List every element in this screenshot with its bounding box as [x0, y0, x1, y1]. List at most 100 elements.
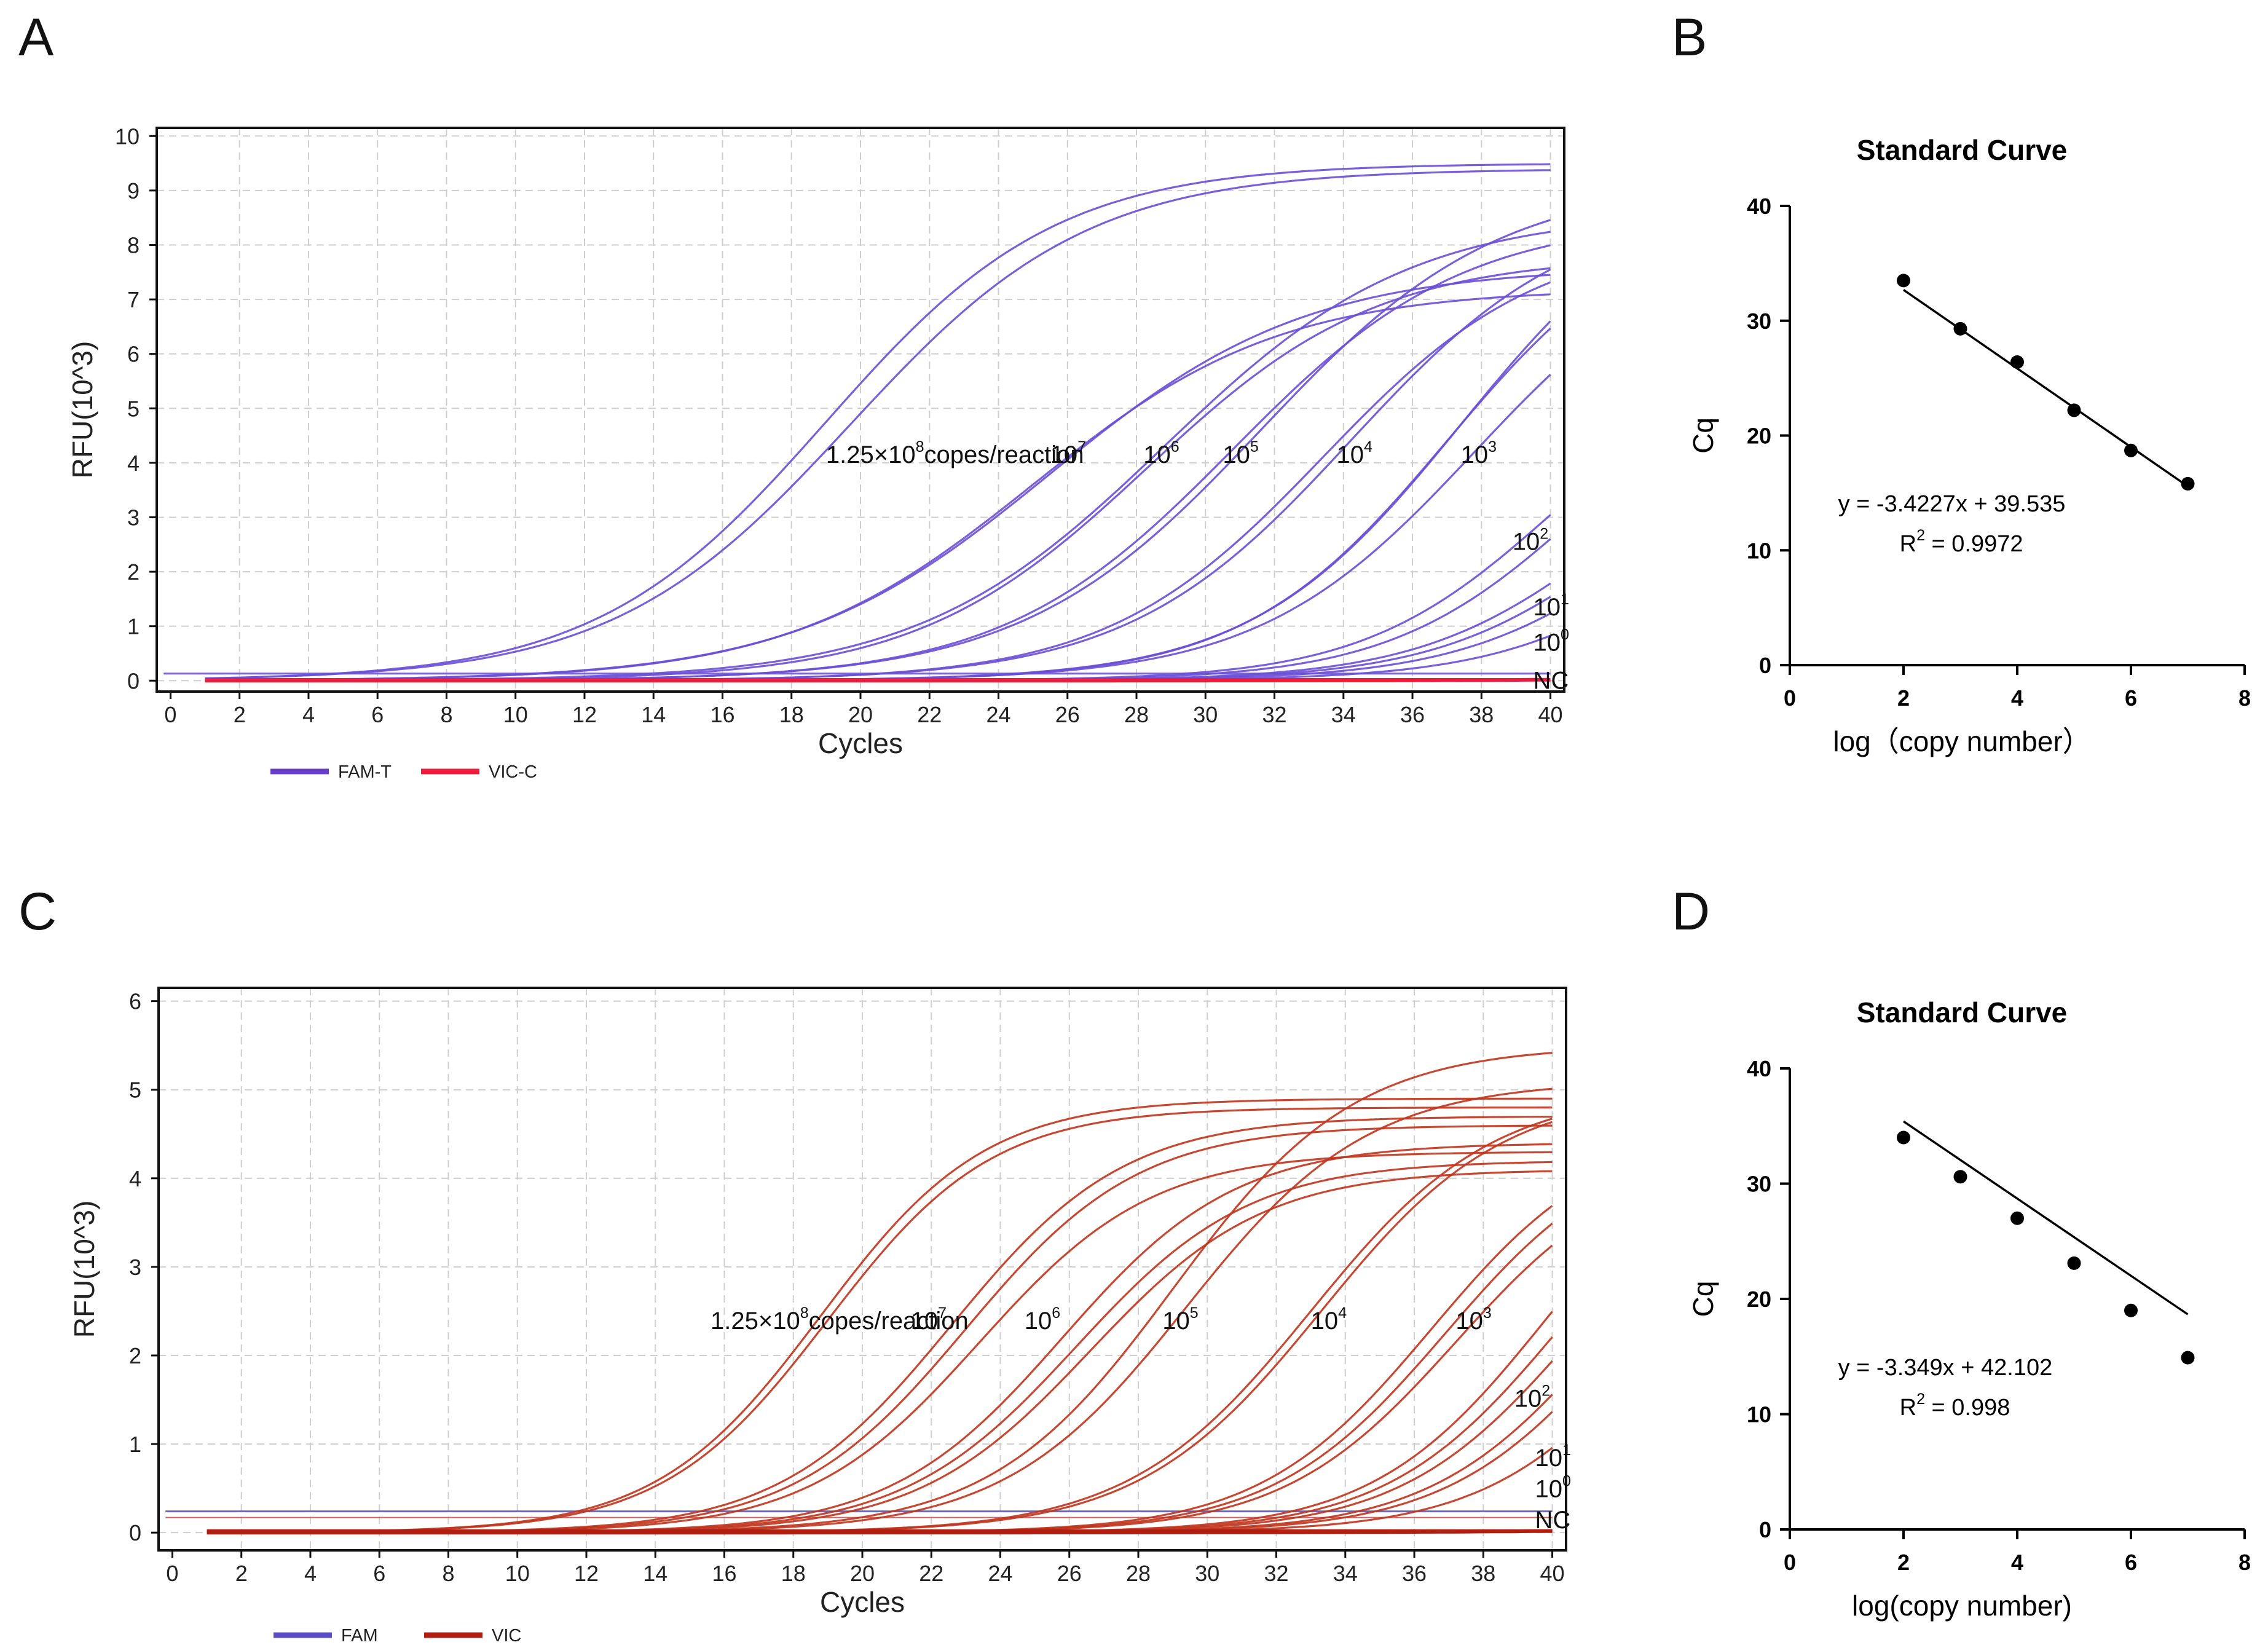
y-tick-label: 9	[127, 178, 140, 203]
y-axis-label: RFU(10^3)	[68, 1201, 100, 1338]
y-axis-label: RFU(10^3)	[66, 341, 98, 479]
x-tick-label: 6	[373, 1561, 385, 1586]
curve-label: 102	[1514, 1383, 1550, 1413]
curve-label-exponent: 3	[1483, 1304, 1492, 1322]
legend-label: VIC	[492, 1626, 521, 1645]
y-tick-label: 5	[127, 396, 140, 421]
data-point	[2010, 355, 2024, 369]
x-tick-label: 4	[2011, 1550, 2023, 1575]
y-tick-label: 1	[127, 614, 140, 639]
r-squared-exponent: 2	[1916, 1391, 1925, 1408]
curve-label-base: 1.25×10	[826, 441, 916, 468]
r-squared-symbol: R	[1900, 531, 1916, 557]
amplification-curve	[207, 1223, 1553, 1534]
y-tick-label: 8	[127, 232, 140, 258]
y-tick-label: 30	[1747, 1172, 1771, 1197]
y-tick-label: 2	[127, 559, 140, 585]
amplification-curve	[205, 274, 1551, 681]
amplification-curve	[205, 612, 1551, 682]
data-point	[2181, 476, 2195, 491]
amplification-curve	[207, 1107, 1553, 1534]
amplification-curve	[207, 1161, 1553, 1534]
x-tick-label: 40	[1538, 702, 1563, 727]
series-7	[205, 582, 1551, 682]
x-tick-label: 16	[712, 1561, 736, 1586]
curve-label: 107	[911, 1304, 947, 1335]
data-point	[2181, 1351, 2195, 1365]
curve-label: 101	[1533, 591, 1569, 621]
x-tick-label: 20	[850, 1561, 875, 1586]
x-axis-label: log（copy number）	[1833, 725, 2090, 757]
r-squared-exponent: 2	[1916, 527, 1925, 544]
x-tick-label: 38	[1471, 1561, 1495, 1586]
curve-label-exponent: 8	[916, 438, 924, 456]
amplification-plot-A: A0 2 4 6 8 10 12 14 16 18 20 22 24 26 28 30 32 34 36 38 4001…	[18, 8, 1569, 782]
fit-line	[1903, 289, 2189, 487]
amplification-curve	[207, 1151, 1553, 1534]
y-tick-label: 6	[129, 989, 141, 1014]
x-tick-label: 22	[917, 702, 942, 727]
curve-label: 105	[1162, 1304, 1198, 1335]
x-tick-label: 2	[1897, 1550, 1910, 1575]
panel-letter-D: D	[1672, 882, 1710, 941]
x-tick-label: 16	[710, 702, 734, 727]
curve-label-exponent: 7	[938, 1304, 947, 1322]
curve-label-suffix: copes/reaction	[924, 441, 1084, 468]
x-tick-label: 36	[1402, 1561, 1427, 1586]
amplification-curve	[205, 514, 1551, 682]
standard-curve-B: B Standard Curve 0 2 4 6 8 0 10 20 30 40 log（copy nu…	[1672, 8, 2251, 757]
x-tick-label: 18	[781, 1561, 806, 1586]
amplification-curve	[205, 293, 1551, 682]
x-tick-label: 8	[2238, 1550, 2251, 1575]
series-1	[205, 274, 1551, 682]
curve-label-base: 10	[1535, 1445, 1562, 1472]
curve-label-exponent: 4	[1364, 438, 1372, 456]
curve-label-base: 10	[1050, 441, 1078, 468]
y-tick-label: 3	[127, 505, 140, 530]
series-0	[207, 1097, 1553, 1534]
x-tick-label: 36	[1400, 702, 1425, 727]
curve-label-base: 10	[1162, 1308, 1190, 1335]
fit-equation: y = -3.349x + 42.102	[1838, 1355, 2053, 1381]
x-tick-label: 8	[442, 1561, 454, 1586]
x-tick-label: 12	[572, 702, 597, 727]
data-point	[1953, 322, 1967, 336]
amplification-curve	[207, 1052, 1553, 1534]
x-tick-label: 40	[1540, 1561, 1565, 1586]
x-tick-label: 8	[440, 702, 452, 727]
data-point	[2067, 1256, 2081, 1270]
curve-label-exponent: 0	[1561, 626, 1569, 644]
y-tick-label: 4	[127, 451, 140, 476]
x-tick-label: 6	[2125, 1550, 2137, 1575]
x-tick-label: 32	[1264, 1561, 1289, 1586]
y-tick-label: 3	[129, 1255, 141, 1280]
x-tick-label: 14	[643, 1561, 667, 1586]
x-tick-label: 8	[2238, 685, 2251, 711]
curve-label-exponent: 1	[1562, 1442, 1571, 1459]
x-tick-label: 22	[919, 1561, 943, 1586]
x-tick-label: 12	[574, 1561, 599, 1586]
curve-label: 102	[1513, 526, 1548, 556]
series-0	[205, 163, 1551, 680]
curve-label-base: 10	[1514, 1386, 1542, 1413]
x-tick-label: 2	[1897, 685, 1910, 711]
amplification-plot-C: C0 2 4 6 8 10 12 14 16 18 20 22 24 26 28 30 32 34 36 38 4001…	[18, 882, 1571, 1645]
chart-title: Standard Curve	[1857, 996, 2068, 1028]
y-tick-label: 1	[129, 1432, 141, 1457]
x-tick-label: 6	[2125, 685, 2137, 711]
y-tick-label: 2	[129, 1343, 141, 1368]
y-tick-label: 0	[127, 668, 140, 693]
curve-label: 101	[1535, 1442, 1570, 1472]
data-point	[1897, 1130, 1910, 1145]
curve-label-exponent: 0	[1562, 1473, 1571, 1490]
r-squared-value: = 0.9972	[1925, 531, 2023, 557]
curve-label-base: NC	[1533, 668, 1569, 695]
y-tick-label: 5	[129, 1078, 141, 1103]
curve-label: 104	[1311, 1304, 1347, 1335]
curve-label: NC	[1533, 668, 1569, 695]
curve-label-base: 10	[1513, 529, 1540, 556]
x-tick-label: 34	[1331, 702, 1356, 727]
y-tick-label: 40	[1747, 194, 1771, 219]
curve-label-base: 10	[1533, 629, 1561, 657]
x-axis-label: Cycles	[820, 1586, 905, 1618]
